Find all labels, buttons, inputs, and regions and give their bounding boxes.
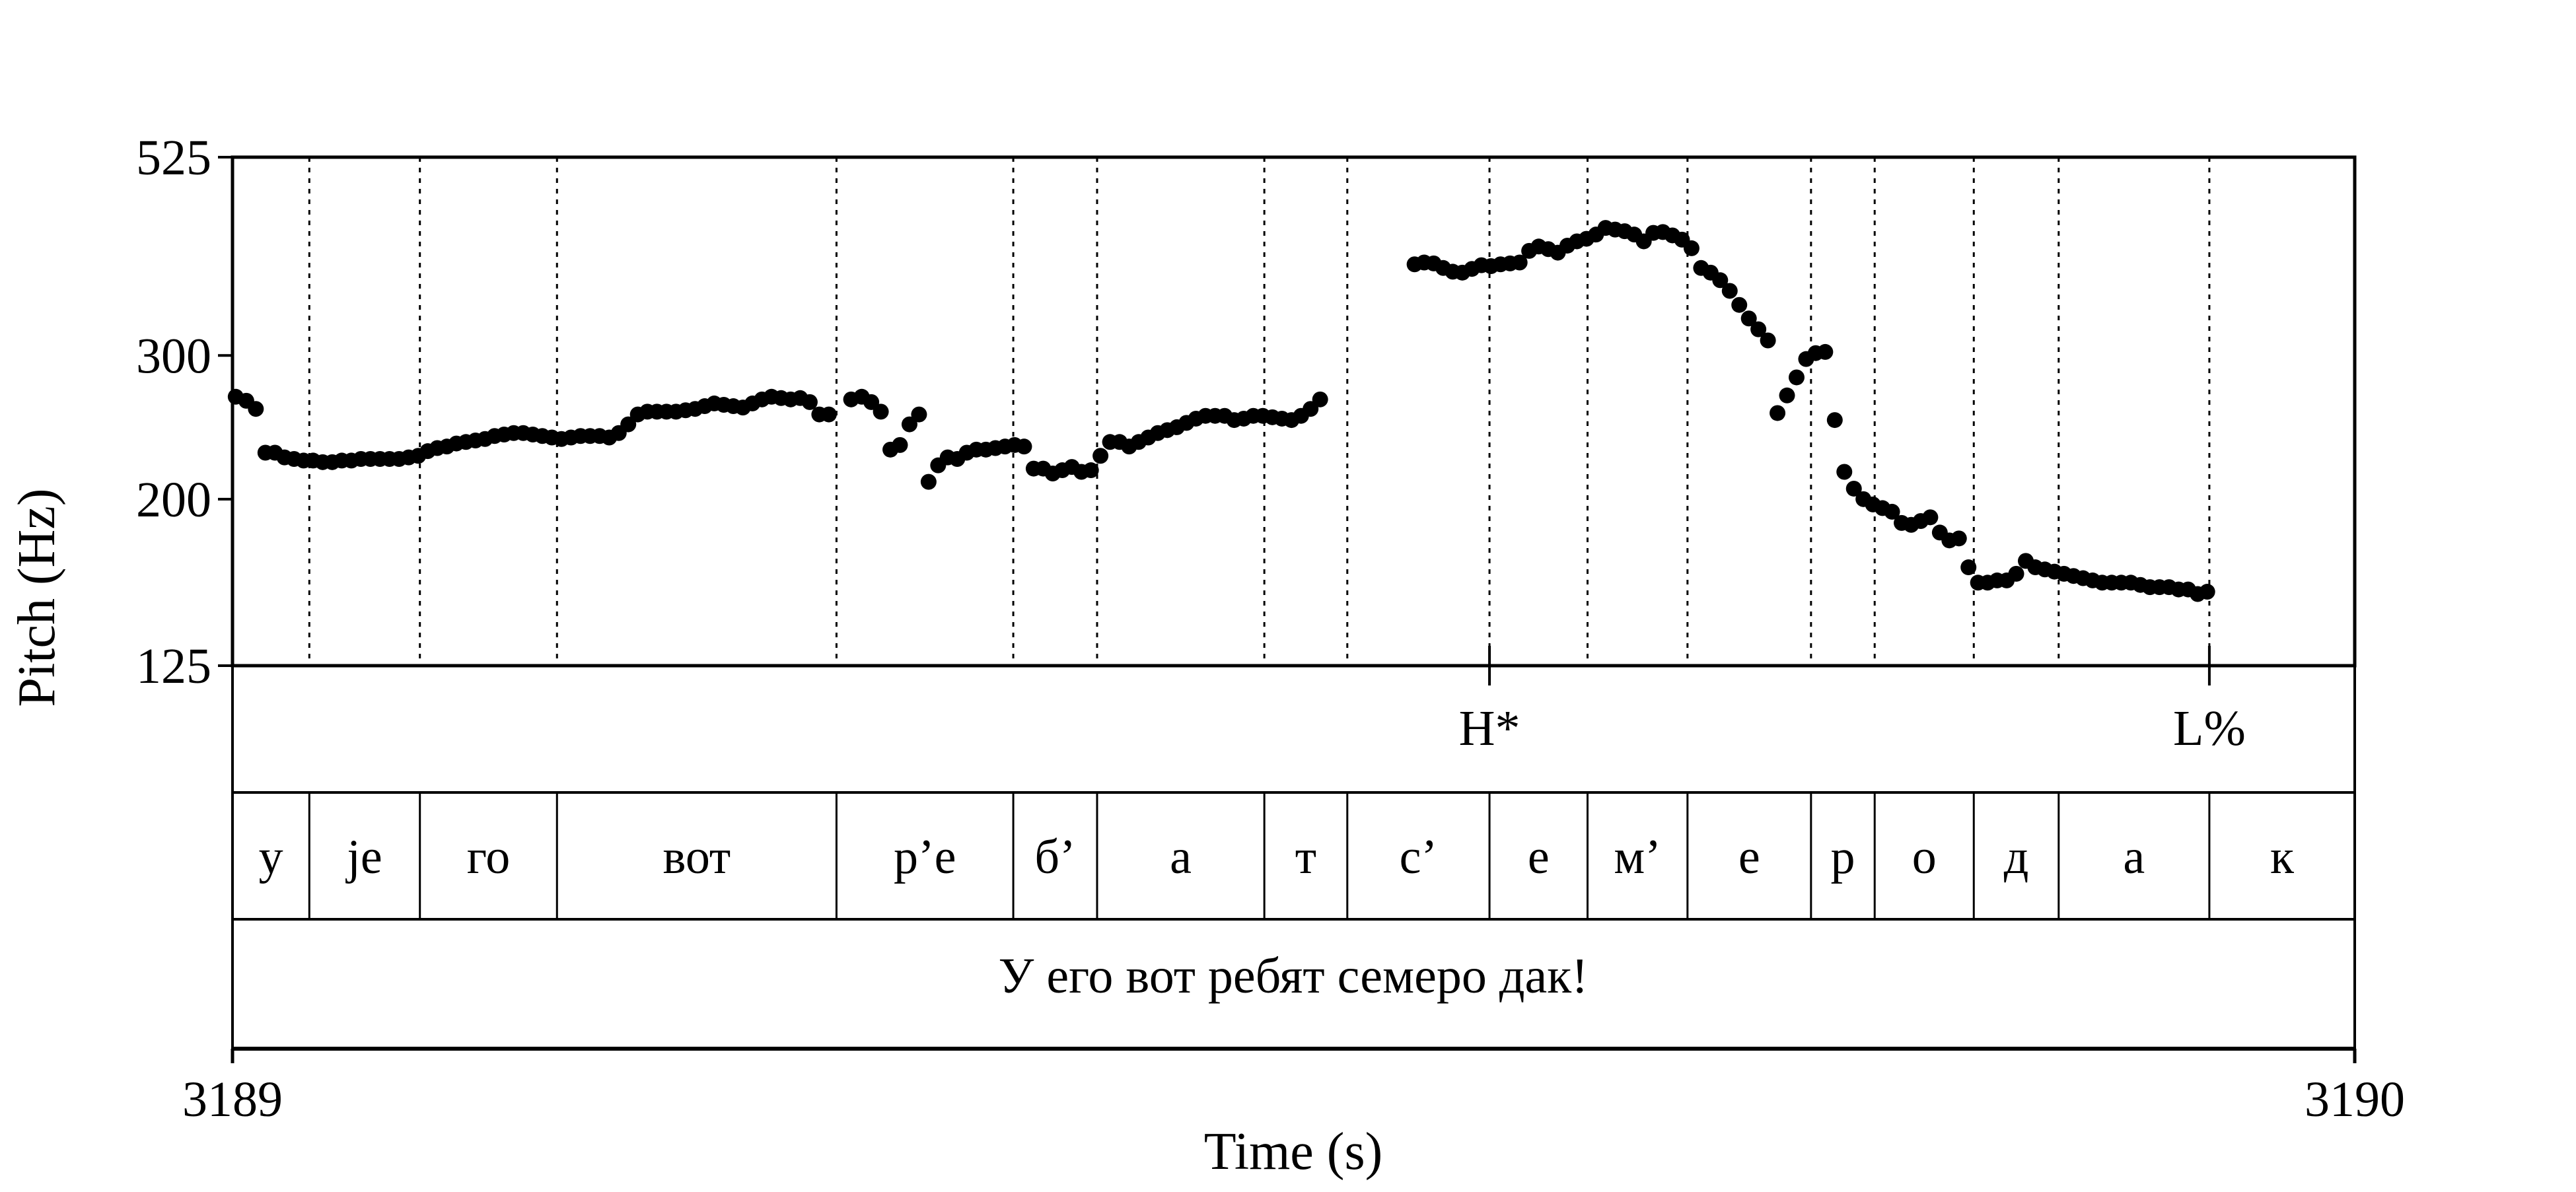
pitch-point-60 bbox=[801, 394, 818, 410]
pitch-point-148 bbox=[1740, 310, 1757, 327]
pitch-point-68 bbox=[892, 437, 908, 453]
segment-tier-frame bbox=[231, 791, 2356, 921]
pitch-point-66 bbox=[873, 403, 889, 420]
x-axis: 3189 3190 bbox=[182, 1049, 2405, 1127]
segment-label-7: т bbox=[1295, 830, 1316, 884]
pitch-point-196 bbox=[2199, 584, 2215, 600]
y-tick-label-3: 525 bbox=[136, 130, 211, 186]
segment-label-1: jе bbox=[345, 830, 382, 884]
segment-label-6: а bbox=[1170, 830, 1192, 884]
pitch-point-89 bbox=[1092, 448, 1109, 464]
pitch-point-156 bbox=[1817, 343, 1834, 360]
pitch-point-71 bbox=[920, 473, 937, 490]
segment-label-8: с’ bbox=[1400, 830, 1438, 884]
sentence-label: У его вот ребят семеро дак! bbox=[999, 948, 1589, 1004]
pitch-point-153 bbox=[1788, 369, 1805, 386]
pitch-point-142 bbox=[1683, 240, 1699, 256]
pitch-points bbox=[227, 220, 2215, 602]
pitch-point-149 bbox=[1750, 321, 1767, 337]
segment-label-14: д bbox=[2004, 830, 2029, 884]
pitch-point-70 bbox=[911, 406, 927, 423]
tone-tier: H* L% bbox=[1459, 646, 2246, 756]
segment-label-3: вот bbox=[662, 830, 731, 884]
y-axis: 125 200 300 525 bbox=[136, 130, 233, 694]
pitch-point-151 bbox=[1770, 405, 1786, 421]
pitch-point-124 bbox=[1511, 254, 1528, 271]
pitch-point-152 bbox=[1779, 387, 1795, 403]
pitch-point-170 bbox=[1950, 530, 1967, 547]
pitch-point-158 bbox=[1836, 464, 1853, 480]
x-tick-label-0: 3189 bbox=[182, 1072, 283, 1127]
segment-label-5: б’ bbox=[1034, 830, 1075, 884]
pitch-point-171 bbox=[1960, 559, 1977, 576]
tone-label-1: L% bbox=[2173, 701, 2246, 756]
y-tick-label-0: 125 bbox=[136, 639, 211, 694]
y-tick-label-2: 300 bbox=[136, 328, 211, 384]
sentence-tier: У его вот ребят семеро дак! bbox=[999, 948, 1589, 1004]
segment-label-4: р’е bbox=[894, 830, 956, 884]
segment-label-2: го bbox=[467, 830, 511, 884]
pitch-point-88 bbox=[1083, 462, 1099, 479]
x-axis-title: Time (s) bbox=[1204, 1123, 1382, 1181]
x-tick-label-1: 3190 bbox=[2305, 1072, 2405, 1127]
pitch-point-147 bbox=[1731, 297, 1748, 313]
tone-tier-frame bbox=[231, 664, 2356, 794]
pitch-point-159 bbox=[1845, 480, 1862, 497]
pitch-point-2 bbox=[248, 401, 264, 417]
pitch-point-146 bbox=[1721, 283, 1738, 299]
pitch-point-176 bbox=[2008, 565, 2024, 582]
pitch-point-41 bbox=[620, 416, 637, 433]
segment-label-16: к bbox=[2270, 830, 2295, 884]
pitch-point-150 bbox=[1760, 332, 1776, 349]
segment-label-12: р bbox=[1831, 830, 1855, 884]
segment-label-10: м’ bbox=[1614, 830, 1661, 884]
plot-frames bbox=[231, 155, 2357, 1051]
y-tick-label-1: 200 bbox=[136, 472, 211, 528]
y-axis-title: Pitch (Hz) bbox=[8, 488, 66, 707]
pitch-point-69 bbox=[901, 416, 917, 433]
segment-label-11: е bbox=[1738, 830, 1760, 884]
pitch-point-157 bbox=[1826, 412, 1843, 429]
pitch-point-112 bbox=[1312, 391, 1328, 407]
segment-label-9: е bbox=[1528, 830, 1550, 884]
segment-tier: у jе го вот р’е б’ а т с’ е м’ е р о д а к bbox=[259, 830, 2295, 884]
pitch-point-163 bbox=[1884, 503, 1900, 520]
pitch-panel-frame bbox=[231, 155, 2357, 668]
pitch-point-145 bbox=[1712, 272, 1729, 289]
pitch-point-81 bbox=[1016, 438, 1032, 455]
tone-label-0: H* bbox=[1459, 701, 1521, 756]
segment-label-0: у bbox=[259, 830, 283, 884]
pitch-point-167 bbox=[1922, 509, 1939, 526]
boundary-lines bbox=[308, 157, 2211, 919]
segment-label-13: о bbox=[1912, 830, 1937, 884]
segment-label-15: а bbox=[2123, 830, 2145, 884]
pitch-point-62 bbox=[820, 406, 837, 423]
